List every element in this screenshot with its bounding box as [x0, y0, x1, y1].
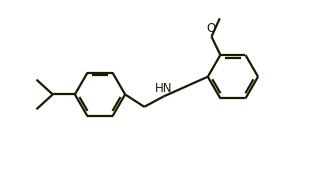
Text: O: O	[207, 22, 216, 35]
Text: HN: HN	[155, 82, 172, 95]
